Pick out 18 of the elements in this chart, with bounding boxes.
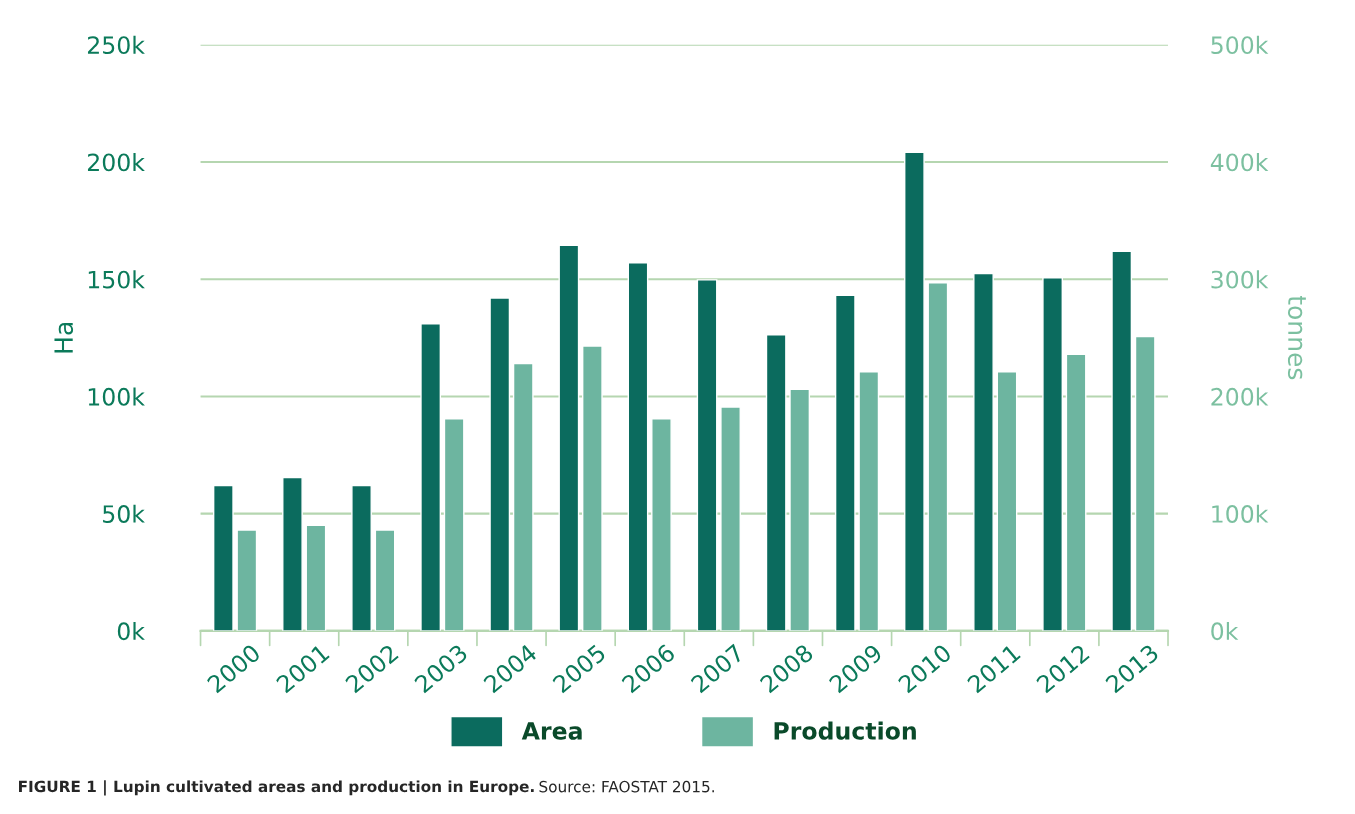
- y2-tick-label: 0k: [1211, 621, 1239, 641]
- legend-label: Area: [521, 722, 582, 740]
- y2-tick-label: 200k: [1211, 387, 1269, 406]
- y2-tick-label: 100k: [1212, 504, 1269, 523]
- y-tick-label: 100k: [88, 387, 145, 406]
- y-axis-title: Ha: [54, 323, 74, 353]
- y-tick-label: 200k: [87, 153, 145, 172]
- text: FIGURE 1 | Lupin cultivated areas and production in Europe.: [19, 780, 534, 796]
- source-note: Source: FAOSTAT 2015.: [539, 780, 714, 793]
- y2-axis-title: tonnes: [1287, 295, 1306, 380]
- y2-tick-label: 400k: [1210, 153, 1269, 172]
- legend-label: Production: [774, 721, 916, 740]
- y-tick-label: 50k: [103, 504, 145, 523]
- y-tick-label: 0k: [117, 621, 145, 641]
- y-tick-label: 250k: [87, 35, 145, 55]
- y2-tick-label: 300k: [1211, 270, 1269, 289]
- y2-tick-label: 500k: [1211, 35, 1269, 55]
- y-tick-label: 150k: [88, 270, 145, 289]
